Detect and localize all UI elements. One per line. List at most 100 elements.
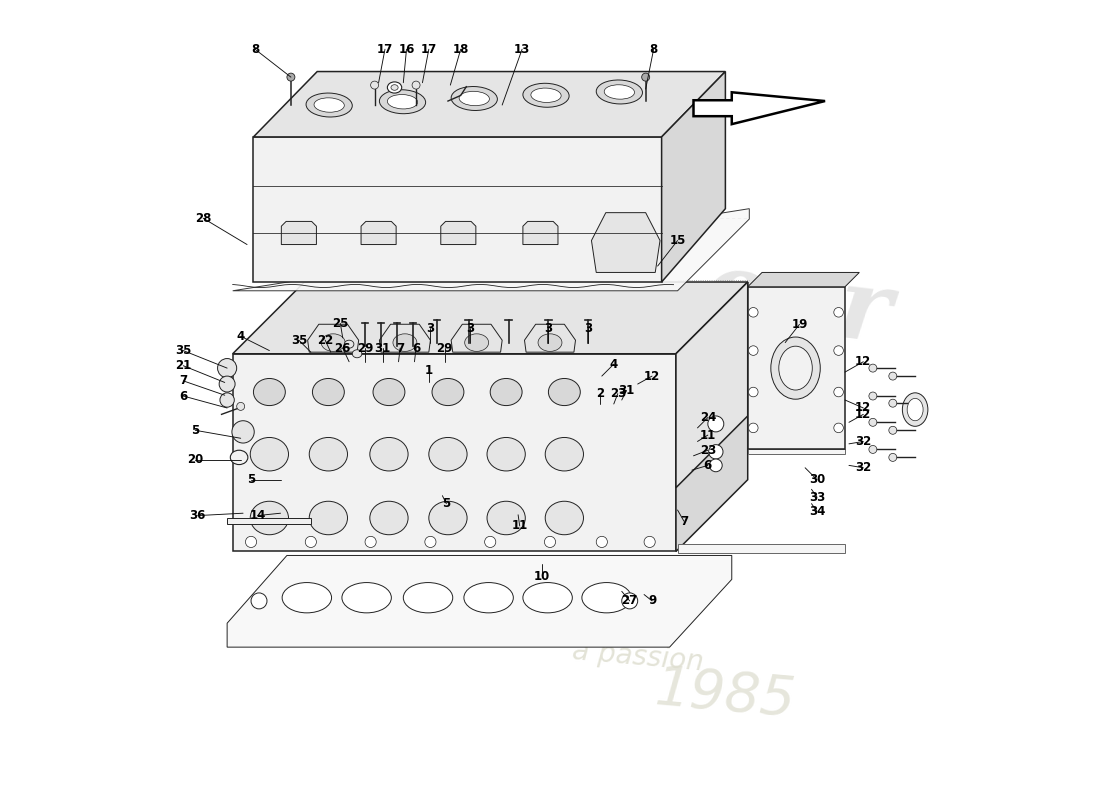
Polygon shape: [227, 518, 311, 523]
Text: 6: 6: [411, 342, 420, 354]
Text: 6: 6: [179, 390, 187, 402]
Ellipse shape: [908, 398, 923, 421]
Polygon shape: [233, 282, 748, 354]
Ellipse shape: [352, 350, 362, 358]
Text: 30: 30: [808, 474, 825, 486]
Circle shape: [834, 346, 844, 355]
Text: a passion: a passion: [571, 637, 705, 676]
Ellipse shape: [464, 334, 488, 351]
Ellipse shape: [230, 450, 248, 465]
Ellipse shape: [379, 90, 426, 114]
Text: 27: 27: [621, 594, 638, 607]
Polygon shape: [661, 71, 725, 282]
Ellipse shape: [250, 502, 288, 534]
Circle shape: [748, 346, 758, 355]
Text: 15: 15: [670, 234, 685, 247]
Circle shape: [748, 423, 758, 433]
Circle shape: [869, 364, 877, 372]
Ellipse shape: [522, 83, 569, 107]
Text: 3: 3: [427, 322, 434, 334]
Ellipse shape: [596, 80, 642, 104]
Text: 12: 12: [855, 408, 871, 421]
Ellipse shape: [487, 502, 526, 534]
Text: 4: 4: [609, 358, 618, 370]
Circle shape: [218, 358, 236, 378]
Text: 3: 3: [544, 322, 552, 334]
Circle shape: [306, 536, 317, 547]
Polygon shape: [693, 92, 825, 124]
Ellipse shape: [250, 438, 288, 471]
Polygon shape: [592, 213, 660, 273]
Text: 28: 28: [195, 212, 211, 225]
Circle shape: [708, 416, 724, 432]
Polygon shape: [253, 137, 661, 282]
Text: 3: 3: [584, 322, 592, 334]
Circle shape: [708, 445, 723, 459]
Circle shape: [869, 392, 877, 400]
Text: 33: 33: [808, 490, 825, 504]
Text: 17: 17: [377, 42, 393, 56]
Text: 13: 13: [514, 42, 530, 56]
Circle shape: [834, 307, 844, 317]
Circle shape: [220, 393, 234, 407]
Circle shape: [889, 454, 896, 462]
Polygon shape: [308, 324, 359, 352]
Ellipse shape: [491, 378, 522, 406]
Ellipse shape: [779, 346, 812, 390]
Text: 5: 5: [246, 474, 255, 486]
Ellipse shape: [546, 502, 583, 534]
Text: 5: 5: [191, 424, 199, 437]
Circle shape: [889, 426, 896, 434]
Polygon shape: [748, 450, 845, 454]
Polygon shape: [451, 324, 503, 352]
Ellipse shape: [538, 334, 562, 351]
Text: 32: 32: [855, 462, 871, 474]
Text: 19: 19: [791, 318, 807, 330]
Text: 34: 34: [808, 505, 825, 518]
Ellipse shape: [306, 93, 352, 117]
Ellipse shape: [314, 98, 344, 112]
Polygon shape: [676, 282, 748, 488]
Ellipse shape: [344, 340, 354, 348]
Polygon shape: [233, 354, 676, 551]
Ellipse shape: [387, 94, 418, 109]
Circle shape: [251, 593, 267, 609]
Text: 21: 21: [175, 359, 191, 372]
Circle shape: [645, 536, 656, 547]
Circle shape: [236, 402, 244, 410]
Circle shape: [834, 387, 844, 397]
Text: 4: 4: [236, 330, 245, 342]
Text: 26: 26: [334, 342, 351, 354]
Polygon shape: [748, 273, 859, 286]
Polygon shape: [282, 222, 317, 245]
Circle shape: [748, 387, 758, 397]
Ellipse shape: [282, 582, 331, 613]
Ellipse shape: [393, 334, 417, 351]
Text: 1985: 1985: [652, 662, 798, 727]
Ellipse shape: [459, 91, 490, 106]
Ellipse shape: [582, 582, 631, 613]
Polygon shape: [676, 282, 748, 551]
Polygon shape: [361, 222, 396, 245]
Ellipse shape: [370, 438, 408, 471]
Circle shape: [889, 372, 896, 380]
Circle shape: [889, 399, 896, 407]
Circle shape: [425, 536, 436, 547]
Ellipse shape: [370, 502, 408, 534]
Circle shape: [834, 423, 844, 433]
Ellipse shape: [771, 337, 821, 399]
Text: 29: 29: [437, 342, 453, 354]
Text: 25: 25: [332, 317, 349, 330]
Text: 23: 23: [700, 444, 716, 457]
Text: 36: 36: [189, 509, 206, 522]
Text: 12: 12: [855, 355, 871, 368]
Polygon shape: [522, 222, 558, 245]
Text: 11: 11: [700, 429, 716, 442]
Ellipse shape: [342, 582, 392, 613]
Circle shape: [371, 81, 378, 89]
Circle shape: [412, 81, 420, 89]
Text: 11: 11: [512, 519, 528, 533]
Text: 22: 22: [317, 334, 333, 346]
Text: 31: 31: [374, 342, 390, 354]
Ellipse shape: [429, 438, 468, 471]
